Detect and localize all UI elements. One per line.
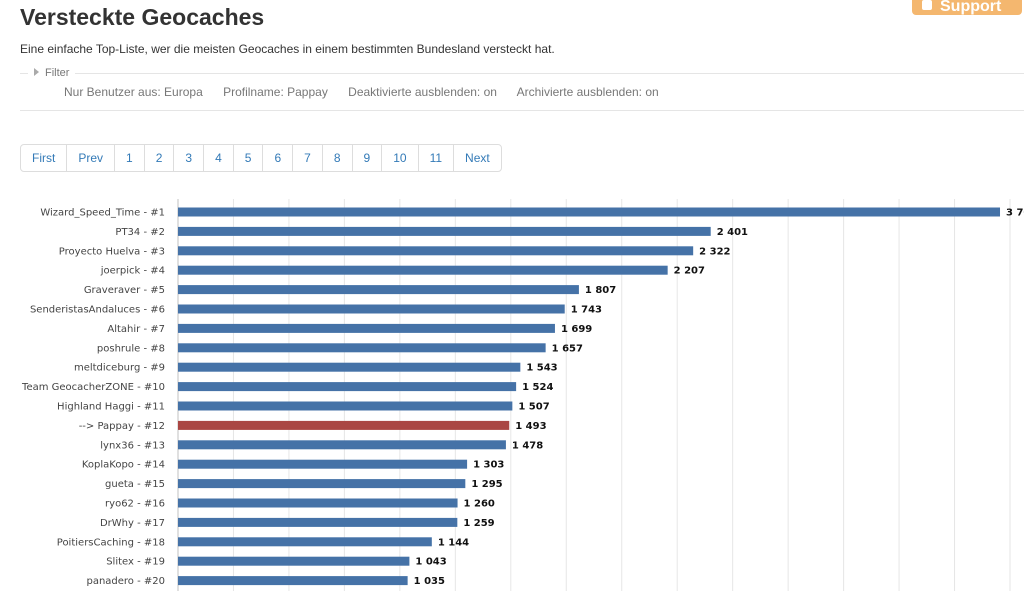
chart-category-label: gueta - #15 — [105, 479, 165, 490]
top-list-bar-chart: Wizard_Speed_Time - #1 3 705 PT34 - #2 2 40… — [21, 199, 1024, 591]
filter-item-country: Nur Benutzer aus: Europa — [64, 85, 203, 99]
chart-value-label: 1 035 — [414, 576, 445, 587]
chart-value-label: 2 322 — [699, 246, 730, 257]
chart-bar[interactable] — [178, 304, 565, 314]
chart-category-label: poshrule - #8 — [97, 343, 165, 354]
chart-value-label: 1 699 — [561, 324, 592, 335]
chart-bar[interactable] — [178, 440, 506, 450]
chart-bar[interactable] — [178, 576, 408, 586]
filter-item-archived: Archivierte ausblenden: on — [516, 85, 659, 99]
chart-value-label: 1 743 — [571, 305, 602, 316]
chart-value-label: 1 657 — [552, 343, 583, 354]
chart-category-label: PoitiersCaching - #18 — [57, 537, 165, 548]
filter-divider — [20, 73, 1024, 74]
chart-category-label: ryo62 - #16 — [105, 499, 165, 510]
support-icon — [922, 0, 932, 10]
chart-value-label: 2 401 — [717, 227, 748, 238]
page-4-button[interactable]: 4 — [203, 145, 233, 171]
page-11-button[interactable]: 11 — [417, 145, 453, 171]
page-6-button[interactable]: 6 — [262, 145, 292, 171]
chart-bar[interactable] — [178, 207, 1001, 217]
page-8-button[interactable]: 8 — [321, 145, 352, 171]
chart-value-label: 1 259 — [463, 518, 494, 529]
page-5-button[interactable]: 5 — [232, 145, 263, 171]
chart-value-label: 1 144 — [438, 537, 469, 548]
chart-category-label: SenderistasAndaluces - #6 — [30, 305, 165, 316]
page-next-button[interactable]: Next — [453, 145, 501, 171]
chart-bar[interactable] — [178, 323, 555, 333]
chart-category-label: Graveraver - #5 — [84, 285, 165, 296]
chart-value-label: 1 260 — [464, 499, 495, 510]
chart-value-label: 1 543 — [526, 363, 557, 374]
chart-bar[interactable] — [178, 556, 410, 566]
support-label: Support — [940, 0, 1002, 15]
filter-summary: Nur Benutzer aus: Europa Profilname: Pap… — [64, 85, 676, 99]
chart-bar[interactable] — [178, 382, 517, 392]
chart-category-label: --> Pappay - #12 — [79, 421, 165, 432]
page-subtitle: Eine einfache Top-Liste, wer die meisten… — [20, 42, 555, 56]
chart-bar[interactable] — [178, 246, 694, 256]
chart-value-label: 3 705 — [1006, 208, 1024, 219]
chart-value-label: 1 043 — [415, 557, 446, 568]
filter-toggle[interactable]: Filter — [28, 67, 76, 79]
page-2-button[interactable]: 2 — [143, 145, 174, 171]
chart-category-label: KoplaKopo - #14 — [82, 460, 165, 471]
pagination: First Prev 1 2 3 4 5 6 7 8 9 10 11 Next — [20, 144, 502, 172]
page-7-button[interactable]: 7 — [292, 145, 322, 171]
filter-item-disabled: Deaktivierte ausblenden: on — [348, 85, 497, 99]
expand-triangle-icon — [34, 68, 39, 76]
chart-bar[interactable] — [178, 226, 711, 236]
chart-category-label: lynx36 - #13 — [100, 440, 165, 451]
chart-bar[interactable] — [178, 285, 579, 295]
chart-value-label: 1 303 — [473, 460, 504, 471]
page-3-button[interactable]: 3 — [173, 145, 203, 171]
chart-value-label: 1 524 — [522, 382, 553, 393]
page-10-button[interactable]: 10 — [381, 145, 417, 171]
filter-item-profile: Profilname: Pappay — [223, 85, 328, 99]
chart-bar[interactable] — [178, 479, 466, 489]
chart-bar[interactable] — [178, 401, 513, 411]
page-prev-button[interactable]: Prev — [66, 145, 114, 171]
support-button[interactable]: Support — [912, 0, 1022, 15]
chart-category-label: Wizard_Speed_Time - #1 — [40, 208, 165, 219]
chart-category-label: Slitex - #19 — [106, 557, 165, 568]
chart-bar[interactable] — [178, 362, 521, 372]
chart-category-label: Proyecto Huelva - #3 — [59, 246, 165, 257]
filter-bottom-divider — [20, 110, 1024, 111]
chart-value-label: 1 478 — [512, 440, 543, 451]
chart-value-label: 1 493 — [515, 421, 546, 432]
chart-bar[interactable] — [178, 459, 468, 469]
page-9-button[interactable]: 9 — [351, 145, 382, 171]
chart-value-label: 1 807 — [585, 285, 616, 296]
chart-bar[interactable] — [178, 265, 668, 275]
chart-category-label: DrWhy - #17 — [100, 518, 165, 529]
chart-value-label: 1 507 — [518, 402, 549, 413]
chart-bar[interactable] — [178, 420, 510, 430]
chart-bar[interactable] — [178, 537, 432, 547]
chart-bar[interactable] — [178, 498, 458, 508]
chart-category-label: Altahir - #7 — [107, 324, 165, 335]
chart-category-label: Highland Haggi - #11 — [57, 402, 165, 413]
chart-category-label: joerpick - #4 — [100, 266, 165, 277]
filter-legend-label: Filter — [45, 67, 70, 79]
chart-bar[interactable] — [178, 517, 458, 527]
chart-value-label: 2 207 — [674, 266, 705, 277]
chart-value-label: 1 295 — [471, 479, 502, 490]
chart-category-label: PT34 - #2 — [115, 227, 165, 238]
chart-category-label: panadero - #20 — [86, 576, 165, 587]
page-title: Versteckte Geocaches — [20, 4, 265, 30]
chart-category-label: Team GeocacherZONE - #10 — [21, 382, 165, 393]
page-first-button[interactable]: First — [32, 151, 56, 165]
chart-category-label: meltdiceburg - #9 — [74, 363, 165, 374]
chart-bar[interactable] — [178, 343, 546, 353]
page-1-button[interactable]: 1 — [114, 145, 144, 171]
